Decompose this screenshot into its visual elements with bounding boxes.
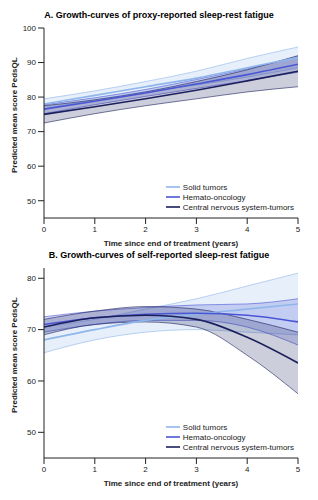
svg-text:50: 50 xyxy=(27,197,36,206)
svg-text:4: 4 xyxy=(245,225,250,234)
html-text:Hemato-oncology: Hemato-oncology xyxy=(182,432,246,442)
html-text:Solid tumors: Solid tumors xyxy=(182,182,228,192)
svg-text:5: 5 xyxy=(296,465,301,474)
html-text:Central nervous system-tumors: Central nervous system-tumors xyxy=(182,442,294,452)
svg-text:Time since end of treatment (y: Time since end of treatment (years) xyxy=(104,479,239,488)
svg-text:70: 70 xyxy=(27,325,36,334)
svg-text:3: 3 xyxy=(194,465,199,474)
svg-text:60: 60 xyxy=(27,162,36,171)
svg-text:100: 100 xyxy=(23,24,37,33)
html-text:Central nervous system-tumors: Central nervous system-tumors xyxy=(182,202,294,212)
svg-text:80: 80 xyxy=(27,93,36,102)
svg-text:70: 70 xyxy=(27,127,36,136)
html-text:A. Growth-curves of proxy-repo: A. Growth-curves of proxy-reported sleep… xyxy=(44,10,274,20)
svg-text:50: 50 xyxy=(27,428,36,437)
svg-text:0: 0 xyxy=(42,225,47,234)
svg-text:1: 1 xyxy=(93,225,98,234)
svg-text:2: 2 xyxy=(143,225,148,234)
svg-text:5: 5 xyxy=(296,225,301,234)
svg-text:90: 90 xyxy=(27,58,36,67)
html-text:Hemato-oncology: Hemato-oncology xyxy=(182,192,246,202)
svg-text:1: 1 xyxy=(93,465,98,474)
svg-text:4: 4 xyxy=(245,465,250,474)
svg-text:3: 3 xyxy=(194,225,199,234)
html-text:Solid tumors: Solid tumors xyxy=(182,422,228,432)
html-text:B. Growth-curves of self-repor: B. Growth-curves of self-reported sleep-… xyxy=(48,250,270,260)
svg-text:80: 80 xyxy=(27,274,36,283)
svg-text:2: 2 xyxy=(143,465,148,474)
svg-text:0: 0 xyxy=(42,465,47,474)
svg-text:Predicted mean score PedsQL: Predicted mean score PedsQL xyxy=(10,57,19,173)
svg-text:60: 60 xyxy=(27,377,36,386)
svg-text:Predicted mean score PedsQL: Predicted mean score PedsQL xyxy=(10,297,19,413)
svg-text:Time since end of treatment (y: Time since end of treatment (years) xyxy=(104,239,239,248)
